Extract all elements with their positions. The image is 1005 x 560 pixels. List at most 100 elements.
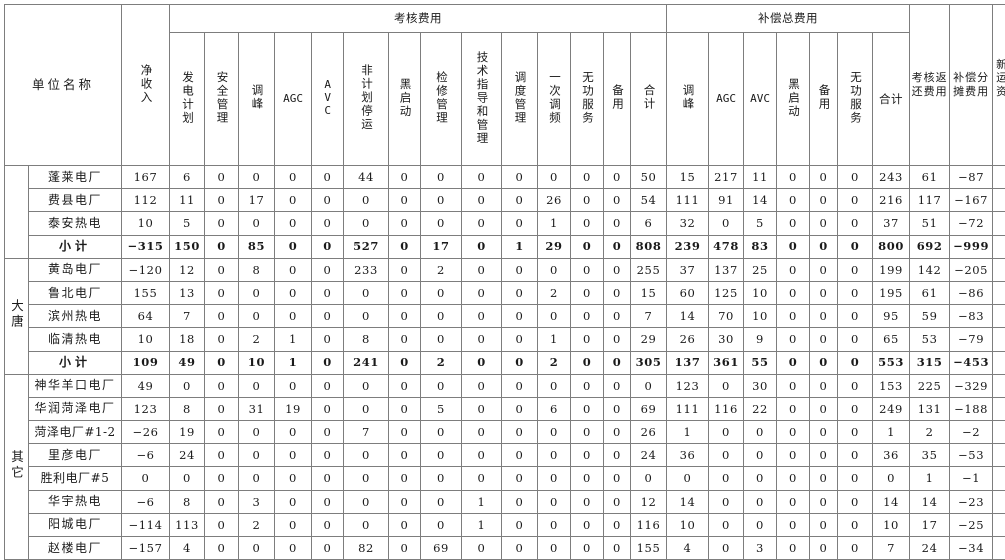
cell-c3[interactable]: 0 [239, 421, 275, 444]
cell-c14[interactable]: 15 [631, 281, 667, 304]
cell-c13[interactable]: 0 [604, 166, 631, 189]
cell-c24[interactable]: 0 [993, 281, 1005, 304]
cell-c18[interactable]: 0 [777, 351, 810, 374]
cell-c13[interactable]: 0 [604, 258, 631, 281]
cell-c5[interactable]: 0 [312, 305, 344, 328]
cell-c18[interactable]: 0 [777, 166, 810, 189]
cell-c24[interactable]: 0 [993, 537, 1005, 560]
cell-c7[interactable]: 0 [389, 397, 421, 420]
cell-c10[interactable]: 0 [502, 444, 538, 467]
cell-c14[interactable]: 116 [631, 513, 667, 536]
cell-c23[interactable]: −453 [950, 351, 993, 374]
cell-c13[interactable]: 0 [604, 374, 631, 397]
cell-c14[interactable]: 29 [631, 328, 667, 351]
cell-c18[interactable]: 0 [777, 467, 810, 490]
cell-c6[interactable]: 0 [344, 374, 389, 397]
cell-c19[interactable]: 0 [810, 235, 838, 258]
cell-c19[interactable]: 0 [810, 374, 838, 397]
cell-c11[interactable]: 26 [538, 189, 571, 212]
cell-c11[interactable]: 0 [538, 513, 571, 536]
cell-c2[interactable]: 0 [205, 166, 239, 189]
cell-c4[interactable]: 0 [275, 467, 312, 490]
cell-c3[interactable]: 0 [239, 212, 275, 235]
cell-c1[interactable]: 8 [170, 397, 205, 420]
cell-c9[interactable]: 1 [462, 490, 502, 513]
cell-c8[interactable]: 0 [421, 305, 462, 328]
cell-c3[interactable]: 0 [239, 537, 275, 560]
cell-c23[interactable]: −167 [950, 189, 993, 212]
cell-c2[interactable]: 0 [205, 212, 239, 235]
cell-c2[interactable]: 0 [205, 281, 239, 304]
cell-c12[interactable]: 0 [571, 537, 604, 560]
cell-c17[interactable]: 11 [744, 166, 777, 189]
cell-c20[interactable]: 0 [838, 444, 873, 467]
cell-c17[interactable]: 30 [744, 374, 777, 397]
cell-c13[interactable]: 0 [604, 537, 631, 560]
cell-c1[interactable]: 4 [170, 537, 205, 560]
cell-c10[interactable]: 0 [502, 351, 538, 374]
cell-c17[interactable]: 0 [744, 467, 777, 490]
cell-c2[interactable]: 0 [205, 513, 239, 536]
cell-c13[interactable]: 0 [604, 513, 631, 536]
cell-c5[interactable]: 0 [312, 397, 344, 420]
cell-c1[interactable]: 13 [170, 281, 205, 304]
cell-c8[interactable]: 0 [421, 513, 462, 536]
cell-c21[interactable]: 7 [873, 537, 910, 560]
cell-c19[interactable]: 0 [810, 397, 838, 420]
cell-c20[interactable]: 0 [838, 351, 873, 374]
cell-c22[interactable]: 14 [910, 490, 950, 513]
cell-c9[interactable]: 0 [462, 467, 502, 490]
cell-c21[interactable]: 195 [873, 281, 910, 304]
cell-c4[interactable]: 0 [275, 281, 312, 304]
cell-c24[interactable]: 0 [993, 328, 1005, 351]
cell-c13[interactable]: 0 [604, 444, 631, 467]
cell-c14[interactable]: 50 [631, 166, 667, 189]
cell-c16[interactable]: 361 [709, 351, 744, 374]
cell-c6[interactable]: 0 [344, 305, 389, 328]
cell-c20[interactable]: 0 [838, 189, 873, 212]
cell-c1[interactable]: 11 [170, 189, 205, 212]
cell-c21[interactable]: 153 [873, 374, 910, 397]
cell-c3[interactable]: 3 [239, 490, 275, 513]
cell-c2[interactable]: 0 [205, 374, 239, 397]
cell-c16[interactable]: 478 [709, 235, 744, 258]
cell-c18[interactable]: 0 [777, 328, 810, 351]
cell-c21[interactable]: 36 [873, 444, 910, 467]
cell-c2[interactable]: 0 [205, 328, 239, 351]
cell-c22[interactable]: 24 [910, 537, 950, 560]
cell-c17[interactable]: 0 [744, 490, 777, 513]
cell-c16[interactable]: 217 [709, 166, 744, 189]
cell-c21[interactable]: 10 [873, 513, 910, 536]
cell-c3[interactable]: 17 [239, 189, 275, 212]
cell-c2[interactable]: 0 [205, 537, 239, 560]
cell-c14[interactable]: 26 [631, 421, 667, 444]
cell-c9[interactable]: 0 [462, 258, 502, 281]
cell-c4[interactable]: 0 [275, 305, 312, 328]
cell-c2[interactable]: 0 [205, 258, 239, 281]
cell-c5[interactable]: 0 [312, 166, 344, 189]
cell-c2[interactable]: 0 [205, 490, 239, 513]
cell-c2[interactable]: 0 [205, 235, 239, 258]
cell-c24[interactable]: 0 [993, 305, 1005, 328]
cell-c1[interactable]: 49 [170, 351, 205, 374]
cell-c18[interactable]: 0 [777, 490, 810, 513]
cell-c19[interactable]: 0 [810, 513, 838, 536]
cell-c0[interactable]: 167 [122, 166, 170, 189]
cell-c16[interactable]: 0 [709, 421, 744, 444]
cell-c17[interactable]: 9 [744, 328, 777, 351]
cell-c0[interactable]: 112 [122, 189, 170, 212]
cell-c18[interactable]: 0 [777, 235, 810, 258]
cell-c15[interactable]: 111 [667, 189, 709, 212]
cell-c8[interactable]: 0 [421, 374, 462, 397]
cell-c12[interactable]: 0 [571, 374, 604, 397]
cell-c18[interactable]: 0 [777, 374, 810, 397]
cell-c0[interactable]: −120 [122, 258, 170, 281]
